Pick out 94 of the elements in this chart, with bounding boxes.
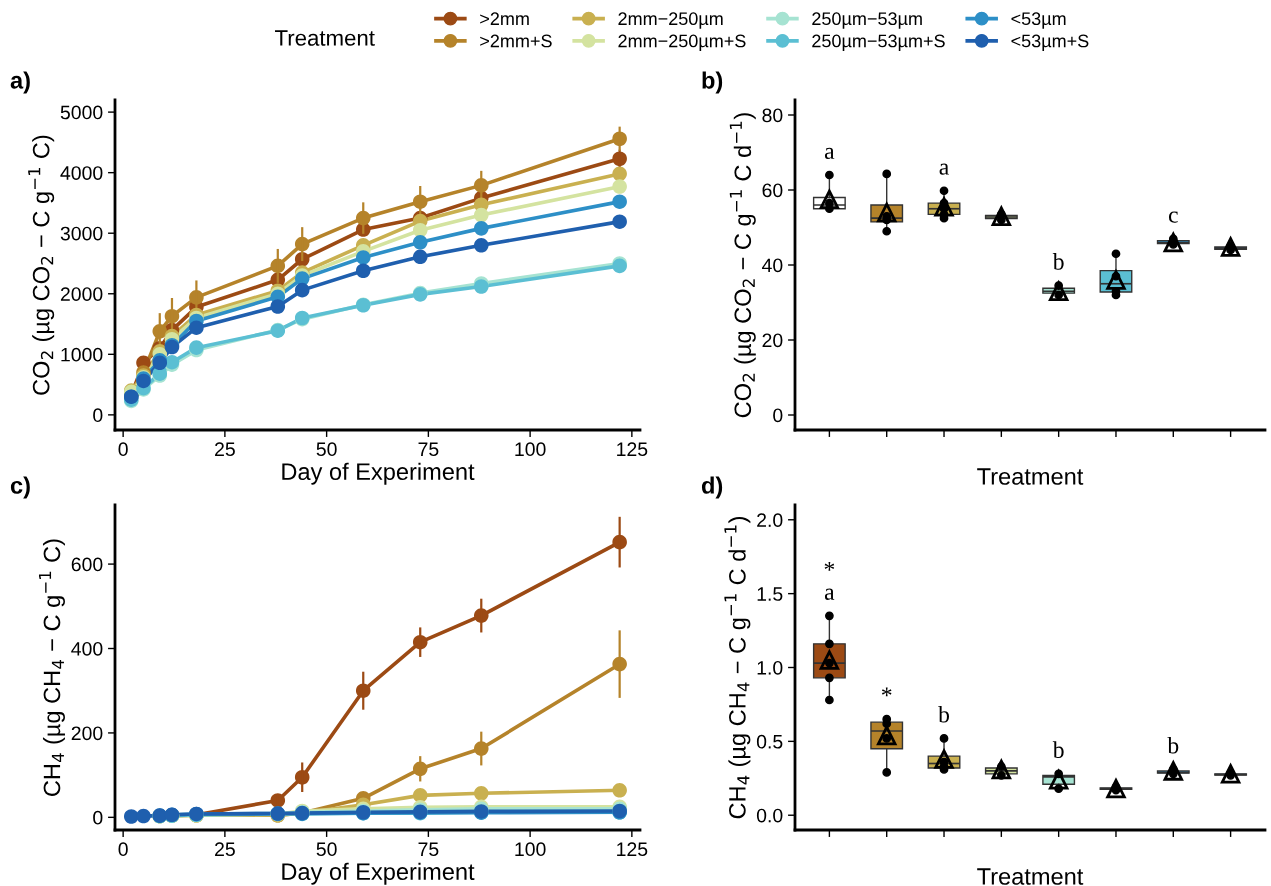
y-tick-label: 4000 [60, 166, 103, 180]
x-tick-label: 50 [316, 842, 337, 857]
annotation: * [824, 561, 835, 571]
point [136, 808, 151, 824]
y-tick-label: 2.0 [757, 513, 783, 528]
point [1111, 249, 1121, 259]
annotation: a [824, 147, 835, 160]
text: a) [10, 71, 30, 94]
point [882, 768, 892, 777]
y-axis-title: CO$_{2}$ (µg CO$_{2}$ − C g$^{−1}$ C) [28, 135, 55, 395]
point [996, 770, 1006, 780]
legend-label: >2mm [480, 12, 529, 25]
text: CH$_{4}$ (µg CH$_{4}$ − C g$^{−1}$ C d$^{−1}$) [724, 517, 751, 819]
point [825, 611, 834, 621]
x-tick-label: 125 [617, 442, 648, 457]
x-tick-label: 25 [215, 842, 235, 857]
text: c) [10, 476, 30, 499]
y-tick-label: 20 [762, 333, 783, 348]
point [355, 263, 371, 279]
annotation: c [1168, 211, 1178, 223]
point [474, 221, 489, 236]
y-tick-label: 2000 [60, 287, 103, 301]
point [474, 238, 489, 253]
point [825, 673, 834, 683]
x-tick-label: 75 [418, 442, 439, 457]
point [412, 235, 428, 250]
annotation: a [824, 588, 835, 600]
text: d) [701, 476, 723, 499]
point [124, 809, 139, 824]
x-axis-title: Day of Experiment [282, 462, 475, 485]
y-tick-label: 0.0 [756, 808, 783, 823]
y-tick-label: 1000 [61, 347, 103, 362]
legend-label: 250µm−53µm [812, 12, 922, 29]
legend-label: <53µm+S [1011, 34, 1089, 51]
text: CO$_{2}$ (µg CO$_{2}$ − C g$^{−1}$ C d$^{−1}$) [729, 113, 756, 418]
y-tick-label: 40 [762, 258, 783, 273]
y-tick-label: 60 [762, 183, 783, 198]
y-tick-label: 1.0 [757, 660, 783, 675]
point [882, 169, 892, 179]
y-tick-label: 0 [93, 810, 103, 825]
point [825, 639, 834, 649]
x-axis-title: Day of Experiment [282, 862, 475, 885]
y-tick-label: 0.5 [756, 734, 783, 749]
point [270, 299, 286, 314]
point [412, 249, 428, 265]
annotation: b [1052, 741, 1064, 758]
point [189, 320, 204, 335]
annotation: b [1167, 736, 1179, 754]
y-tick-label: 1.5 [757, 587, 783, 601]
text: b) [702, 71, 723, 94]
point [355, 250, 371, 265]
point [1054, 784, 1064, 794]
x-tick-label: 25 [215, 442, 235, 457]
annotation: b [1052, 253, 1064, 270]
legend-label: >2mm+S [480, 34, 552, 48]
annotation: b [938, 705, 950, 723]
legend-label: <53µm [1011, 12, 1066, 29]
point [612, 783, 627, 798]
y-tick-label: 0 [773, 408, 783, 423]
x-tick-label: 50 [316, 442, 337, 457]
point [474, 207, 489, 223]
annotation: * [881, 687, 892, 697]
y-tick-label: 400 [71, 641, 103, 656]
legend-title: Treatment [275, 30, 375, 46]
y-axis-title: CH$_{4}$ (µg CH$_{4}$ − C g$^{−1}$ C) [38, 539, 65, 796]
x-tick-label: 100 [515, 442, 546, 457]
y-tick-label: 80 [762, 108, 783, 123]
y-tick-label: 600 [71, 557, 103, 572]
x-tick-label: 0 [118, 842, 128, 857]
legend-label: 2mm−250µm [618, 12, 723, 29]
point [825, 170, 834, 180]
y-tick-label: 200 [71, 726, 103, 741]
y-tick-label: 3000 [60, 226, 103, 241]
x-tick-label: 75 [418, 842, 439, 857]
x-tick-label: 100 [515, 842, 546, 857]
legend-label: 2mm−250µm+S [618, 34, 746, 51]
annotation: a [939, 163, 949, 175]
point [612, 179, 627, 194]
point [612, 194, 627, 210]
x-tick-label: 0 [118, 442, 128, 457]
x-tick-label: 125 [617, 842, 648, 857]
legend-label: 250µm−53µm+S [812, 34, 945, 51]
y-tick-label: 0 [93, 408, 103, 423]
x-axis-title: Treatment [977, 868, 1084, 885]
point [825, 695, 834, 705]
x-axis-title: Treatment [977, 468, 1084, 485]
point [939, 186, 949, 196]
point [474, 786, 489, 801]
point [294, 282, 310, 298]
point [612, 214, 627, 229]
point [612, 166, 627, 182]
point [882, 226, 892, 236]
point [939, 734, 949, 743]
y-tick-label: 5000 [60, 105, 103, 120]
